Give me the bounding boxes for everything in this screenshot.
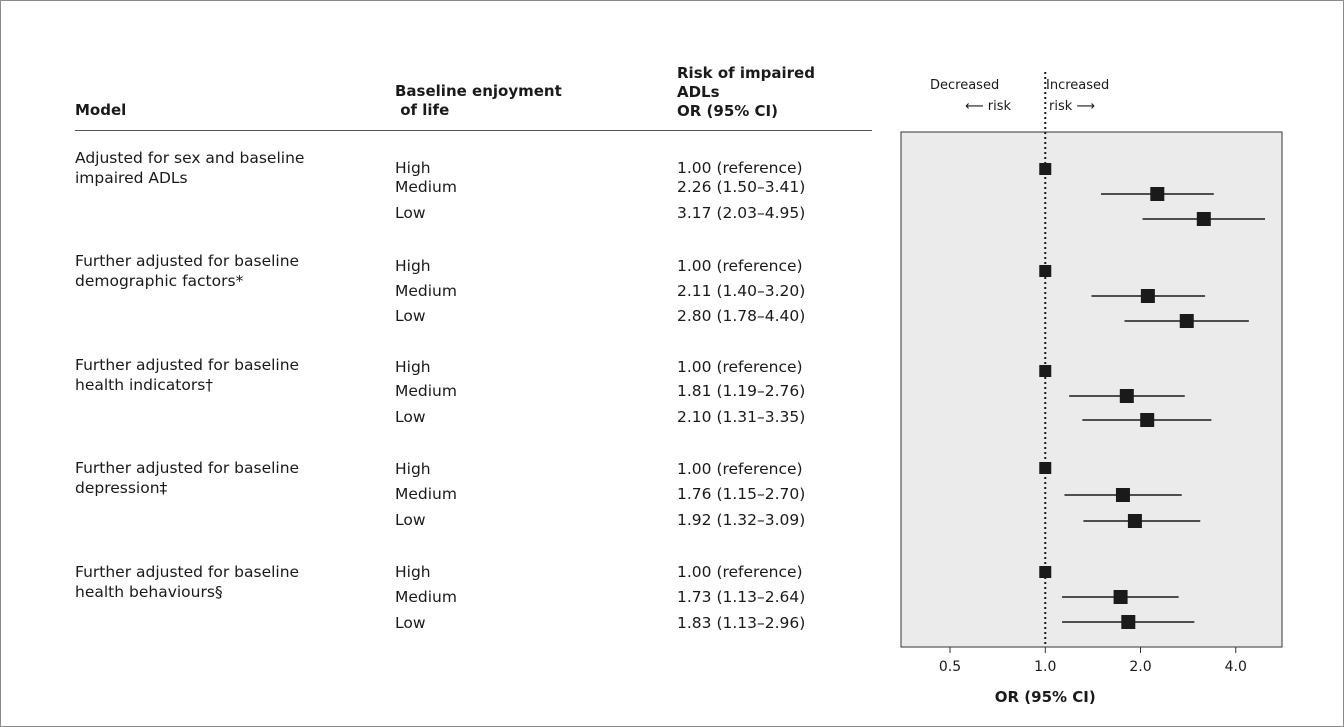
level-cell: Medium [395, 282, 457, 300]
or-cell: 1.73 (1.13–2.64) [677, 588, 806, 606]
or-marker [1039, 265, 1052, 277]
or-marker [1039, 163, 1052, 175]
level-cell: High [395, 460, 431, 478]
model-column-header: Model [75, 101, 126, 120]
or-marker [1127, 514, 1142, 528]
model-cell: Further adjusted for baseline health beh… [75, 563, 300, 601]
x-axis-label: OR (95% CI) [995, 688, 1096, 706]
or-cell: 1.83 (1.13–2.96) [677, 614, 806, 632]
or-marker [1196, 212, 1211, 226]
or-marker [1039, 365, 1052, 377]
model-header-text: Model [75, 101, 127, 119]
or-marker [1140, 289, 1155, 303]
or-marker [1140, 413, 1155, 427]
increased-risk-arrow: risk ⟶ [1049, 99, 1096, 114]
or-marker [1113, 590, 1128, 604]
x-tick-label: 2.0 [1129, 659, 1151, 675]
or-marker [1150, 187, 1165, 201]
or-cell: 1.76 (1.15–2.70) [677, 485, 806, 503]
or-cell: 1.00 (reference) [677, 358, 803, 376]
level-cell: Low [395, 511, 426, 529]
decreased-label: Decreased [930, 78, 1000, 93]
or-cell: 2.10 (1.31–3.35) [677, 408, 806, 426]
or-cell: 1.00 (reference) [677, 159, 803, 177]
or-marker [1121, 615, 1136, 629]
enjoyment-header-line2: of life [395, 101, 450, 119]
model-cell: Adjusted for sex and baseline impaired A… [75, 149, 305, 187]
level-cell: Medium [395, 588, 457, 606]
enjoyment-column-header: Baseline enjoyment of life [395, 82, 562, 120]
or-cell: 1.00 (reference) [677, 257, 803, 275]
level-cell: Medium [395, 382, 457, 400]
or-marker [1039, 566, 1052, 578]
model-cell: Further adjusted for baseline demographi… [75, 252, 300, 290]
x-tick-label: 4.0 [1225, 659, 1247, 675]
model-cell: Further adjusted for baseline depression… [75, 459, 300, 497]
level-cell: High [395, 257, 431, 275]
decreased-risk-arrow: ⟵ risk [965, 99, 1012, 114]
or-cell: 1.81 (1.19–2.76) [677, 382, 806, 400]
or-marker [1115, 488, 1130, 502]
or-cell: 2.26 (1.50–3.41) [677, 178, 806, 196]
enjoyment-header-line1: Baseline enjoyment [395, 82, 562, 100]
or-cell: 2.11 (1.40–3.20) [677, 282, 806, 300]
level-cell: Low [395, 614, 426, 632]
x-tick-label: 0.5 [939, 659, 961, 675]
risk-header-line1: Risk of impaired [677, 64, 815, 82]
level-cell: Low [395, 408, 426, 426]
header-rule [75, 130, 872, 131]
level-cell: Low [395, 307, 426, 325]
risk-header-line3: OR (95% CI) [677, 102, 778, 120]
level-cell: Medium [395, 178, 457, 196]
or-cell: 1.92 (1.32–3.09) [677, 511, 806, 529]
or-marker [1039, 462, 1052, 474]
increased-label: Increased [1046, 78, 1110, 93]
level-cell: Medium [395, 485, 457, 503]
level-cell: Low [395, 204, 426, 222]
or-marker [1179, 314, 1194, 328]
risk-column-header: Risk of impaired ADLs OR (95% CI) [677, 64, 815, 121]
or-cell: 1.00 (reference) [677, 563, 803, 581]
model-cell: Further adjusted for baseline health ind… [75, 356, 300, 394]
or-cell: 3.17 (2.03–4.95) [677, 204, 806, 222]
or-cell: 1.00 (reference) [677, 460, 803, 478]
or-cell: 2.80 (1.78–4.40) [677, 307, 806, 325]
or-marker [1119, 389, 1134, 403]
x-tick-label: 1.0 [1034, 659, 1056, 675]
level-cell: High [395, 159, 431, 177]
risk-header-line2: ADLs [677, 83, 720, 101]
level-cell: High [395, 358, 431, 376]
level-cell: High [395, 563, 431, 581]
plot-panel [900, 131, 1283, 648]
